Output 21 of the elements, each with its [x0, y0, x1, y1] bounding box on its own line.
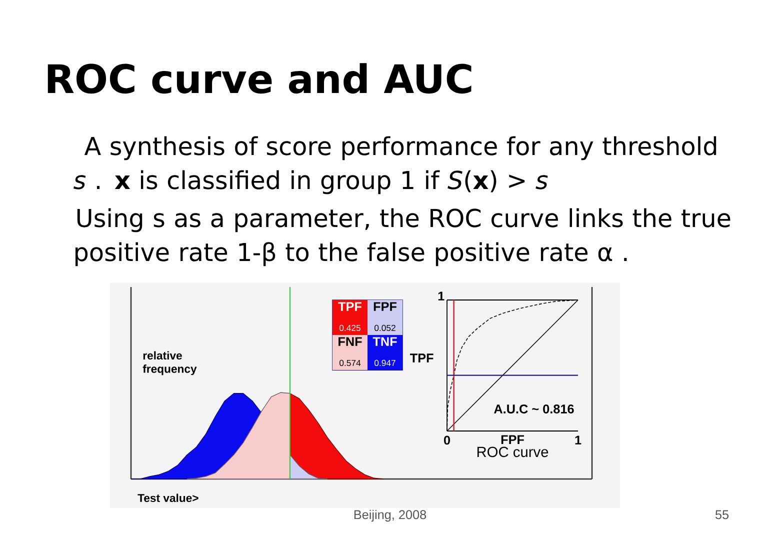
- text: TPF: [338, 302, 362, 311]
- text: 0.052: [374, 324, 396, 331]
- x-axis-title: FPF: [501, 435, 524, 444]
- text: 0.574: [339, 360, 361, 366]
- text: 1: [438, 292, 444, 300]
- text: Using s as a parameter, the ROC curve links the true positive rate 1-β to the false positive rate α .: [76, 208, 730, 266]
- text: FPF: [374, 302, 397, 311]
- annotation: A.U.C ~ 0.816: [494, 404, 574, 414]
- text: FNF: [338, 337, 362, 346]
- text: 0.947: [374, 360, 396, 366]
- y-axis-title: TPF: [410, 354, 434, 362]
- text: A synthesis of score performance for any threshold s . x is classified in group 1 if S(x) > s: [74, 136, 716, 194]
- text: 55: [715, 510, 729, 520]
- text: Beijing, 2008: [354, 510, 426, 522]
- y-axis-title: relative frequency: [142, 351, 197, 376]
- text: ROC curve: [477, 446, 548, 458]
- x-tick-label: 0: [444, 436, 450, 445]
- text: TNF: [372, 337, 397, 346]
- text: ROC curve and AUC: [48, 63, 472, 94]
- text: 0.425: [339, 324, 360, 331]
- x-axis-title: Test value>: [138, 494, 198, 502]
